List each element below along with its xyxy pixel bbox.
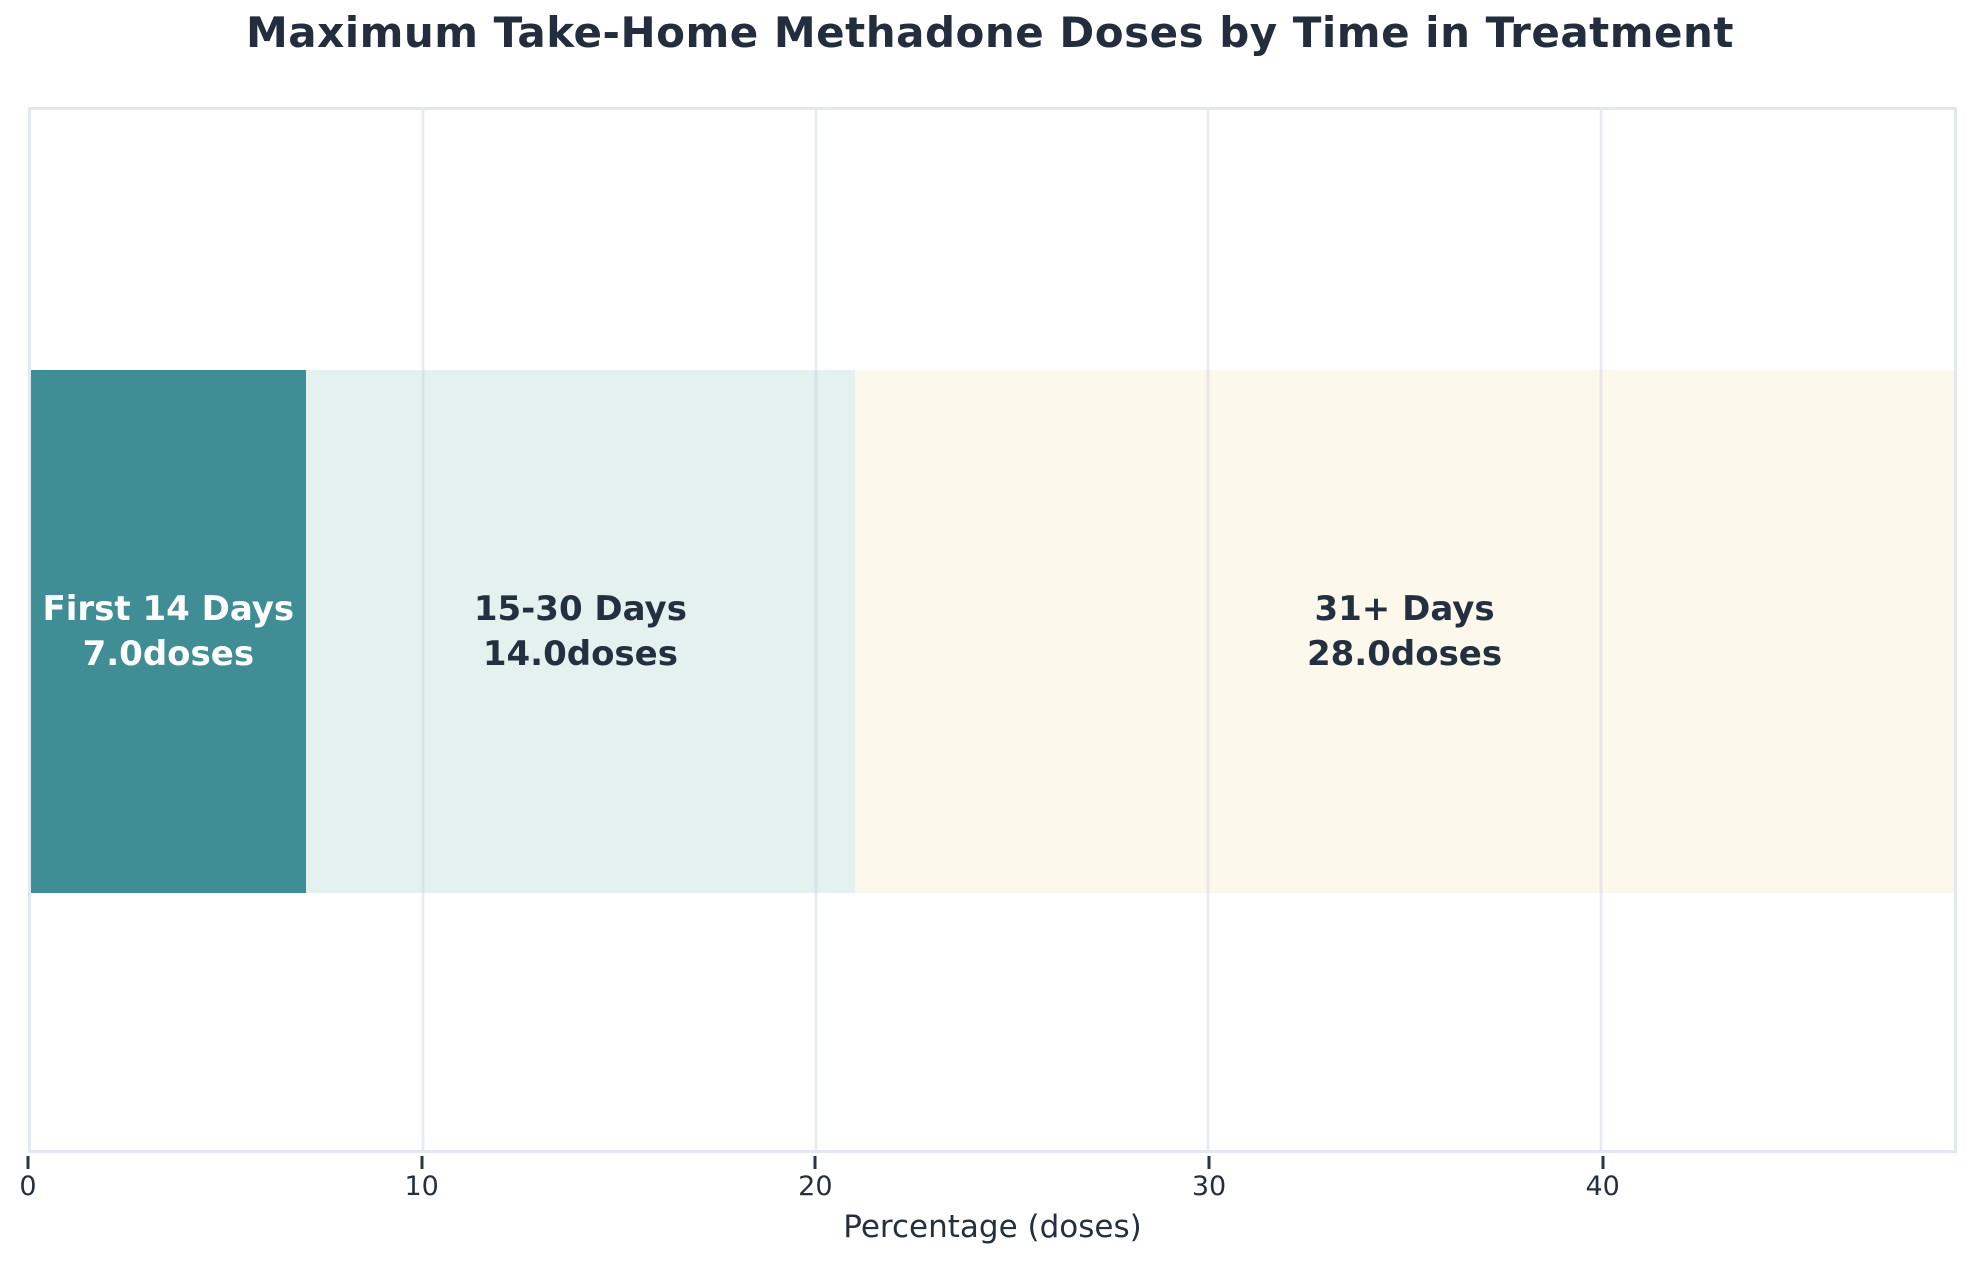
- x-tick-label: 10: [404, 1171, 439, 1202]
- bar-segment: First 14 Days 7.0doses: [31, 370, 306, 893]
- bar-segment: 31+ Days 28.0doses: [855, 370, 1954, 893]
- segment-category: 31+ Days: [1314, 588, 1495, 629]
- x-tick-mark: [1601, 1156, 1605, 1169]
- stacked-bar: First 14 Days 7.0doses 15-30 Days 14.0doses…: [31, 370, 1954, 893]
- x-tick-label: 20: [798, 1171, 833, 1202]
- x-tick-mark: [26, 1156, 30, 1169]
- gridline: [814, 110, 818, 1150]
- x-tick-mark: [420, 1156, 424, 1169]
- segment-value: 7.0doses: [82, 633, 255, 674]
- x-axis-label: Percentage (doses): [843, 1209, 1142, 1245]
- segment-value: 28.0doses: [1306, 633, 1503, 674]
- gridline: [1206, 110, 1210, 1150]
- plot-area: First 14 Days 7.0doses 15-30 Days 14.0doses…: [28, 107, 1957, 1153]
- segment-category: 15-30 Days: [473, 588, 687, 629]
- x-tick-label: 0: [19, 1171, 37, 1202]
- gridline: [421, 110, 425, 1150]
- x-tick-mark: [813, 1156, 817, 1169]
- segment-label: 15-30 Days 14.0doses: [474, 587, 687, 677]
- x-tick-mark: [1207, 1156, 1211, 1169]
- x-tick-label: 30: [1191, 1171, 1227, 1202]
- segment-category: First 14 Days: [42, 588, 295, 629]
- segment-label: First 14 Days 7.0doses: [43, 587, 295, 677]
- x-tick-label: 40: [1585, 1171, 1620, 1202]
- segment-label: 31+ Days 28.0doses: [1307, 587, 1502, 677]
- x-axis: Percentage (doses) 0 10 20 30 40: [19, 1153, 1957, 1266]
- gridline: [1599, 110, 1603, 1150]
- segment-value: 14.0doses: [482, 633, 678, 674]
- bar-segment: 15-30 Days 14.0doses: [305, 370, 856, 893]
- chart-title: Maximum Take-Home Methadone Doses by Tim…: [246, 8, 1734, 57]
